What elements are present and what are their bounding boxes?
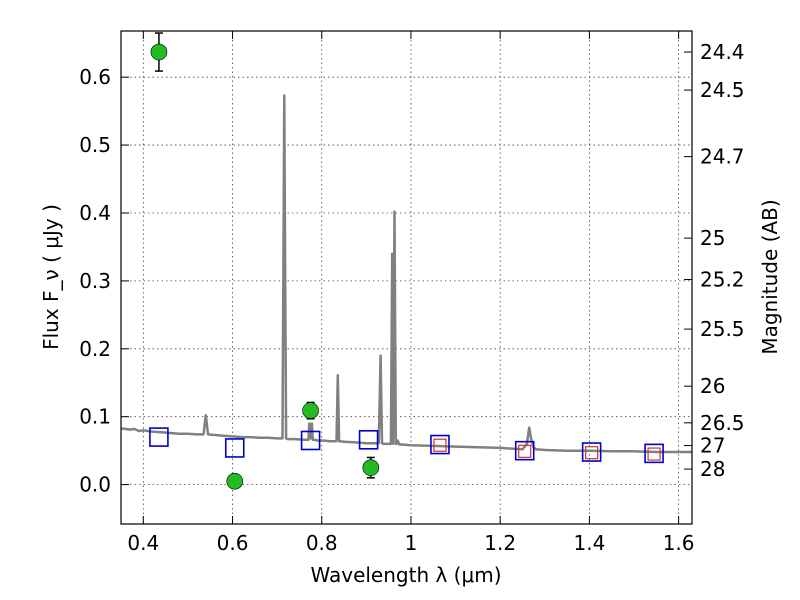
photometry-square-marker <box>647 447 661 461</box>
observed-flux-point <box>226 472 244 490</box>
mag-tick-label: 26.5 <box>700 411 745 435</box>
y-tick-label: 0.6 <box>79 65 111 89</box>
observed-flux-point <box>302 402 319 419</box>
model-square-marker <box>581 442 602 462</box>
photometry-square-marker <box>585 446 599 460</box>
x-tick-label: 0.8 <box>306 531 338 555</box>
grid-lines <box>121 31 692 524</box>
observed-flux-point <box>150 43 168 61</box>
x-tick-label: 0.4 <box>127 531 159 555</box>
x-axis-title: Wavelength λ (μm) <box>310 563 501 587</box>
x-tick-label: 1 <box>405 531 418 555</box>
y-axis-title: Flux F_ν ( μJy ) <box>39 204 63 350</box>
model-square-marker <box>358 429 379 450</box>
mag-tick-label: 26 <box>700 374 725 398</box>
model-square-marker <box>514 440 535 461</box>
plot-frame <box>120 30 693 525</box>
spectrum-line <box>121 94 692 454</box>
mag-tick-label: 24.4 <box>700 40 745 64</box>
observed-flux-point <box>362 459 380 476</box>
y-tick-label: 0.5 <box>79 133 111 157</box>
x-tick-label: 1.2 <box>484 531 516 555</box>
y-tick-label: 0.4 <box>79 201 111 225</box>
mag-tick-label: 27 <box>700 434 725 458</box>
axis-ticks: 0.4 0.6 0.8 1 1.2 1.4 1.6 0.0 0.1 0.2 0.3 0.4 0.5 0.6… <box>79 31 745 555</box>
y2-axis-title: Magnitude (AB) <box>758 199 782 354</box>
y-tick-label: 0.0 <box>79 473 111 497</box>
x-tick-label: 1.6 <box>663 531 695 555</box>
model-square-marker <box>300 430 321 451</box>
model-square-marker <box>430 434 450 455</box>
y-tick-label: 0.1 <box>79 405 111 429</box>
mag-tick-label: 24.7 <box>700 145 745 169</box>
mag-tick-label: 24.5 <box>700 78 745 102</box>
x-tick-label: 0.6 <box>217 531 249 555</box>
model-square-marker <box>644 443 664 464</box>
mag-tick-label: 28 <box>700 457 725 481</box>
model-square-marker <box>149 427 169 447</box>
plot-area <box>121 32 692 490</box>
y-tick-label: 0.3 <box>79 269 111 293</box>
y-tick-label: 0.2 <box>79 337 111 361</box>
x-tick-label: 1.4 <box>573 531 605 555</box>
photometry-square-marker <box>433 438 447 452</box>
photometry-square-marker <box>518 444 532 458</box>
mag-tick-label: 25 <box>700 226 725 250</box>
mag-tick-label: 25.5 <box>700 317 745 341</box>
model-square-marker <box>224 438 245 458</box>
mag-tick-label: 25.2 <box>700 268 745 292</box>
